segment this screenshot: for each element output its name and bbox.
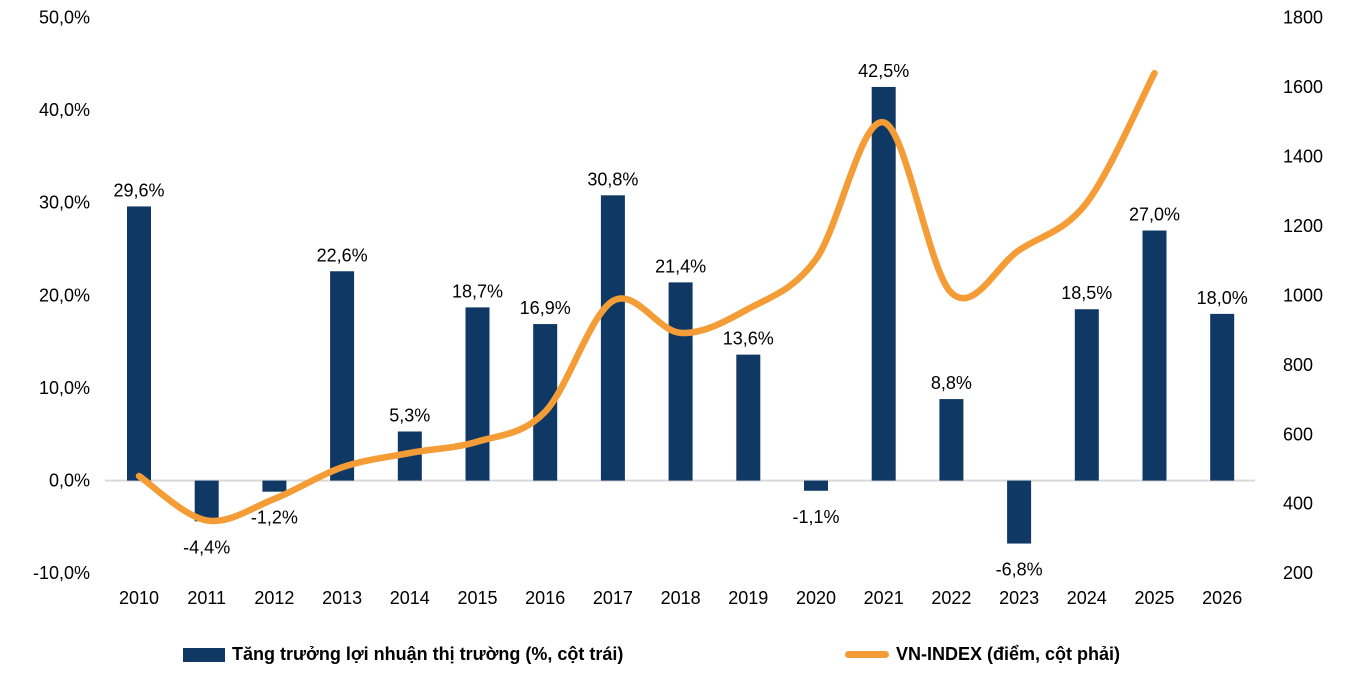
bar	[668, 282, 693, 481]
right-axis-tick: 800	[1283, 355, 1313, 375]
right-axis-tick: 200	[1283, 563, 1313, 583]
right-axis-tick: 400	[1283, 494, 1313, 514]
year-label: 2010	[119, 588, 159, 608]
year-label: 2012	[254, 588, 294, 608]
year-label: 2017	[593, 588, 633, 608]
bar-value-label: 18,0%	[1197, 288, 1248, 308]
right-axis-tick: 1600	[1283, 77, 1323, 97]
legend-label-profit-growth: Tăng trưởng lợi nhuận thị trường (%, cột…	[232, 644, 624, 664]
left-axis-tick: -10,0%	[33, 563, 90, 583]
year-label: 2026	[1202, 588, 1242, 608]
left-axis-tick: 30,0%	[39, 193, 90, 213]
legend-item-vnindex: VN-INDEX (điểm, cột phải)	[845, 644, 1120, 665]
left-axis-tick: 10,0%	[39, 378, 90, 398]
year-label: 2019	[728, 588, 768, 608]
bar-value-label: 13,6%	[723, 329, 774, 349]
bar-value-label: 27,0%	[1129, 205, 1180, 225]
year-label: 2013	[322, 588, 362, 608]
bar-series-swatch	[183, 647, 225, 662]
bar-value-label: -1,2%	[251, 508, 298, 528]
year-label: 2018	[661, 588, 701, 608]
bar	[939, 399, 964, 481]
bar	[262, 480, 287, 492]
bar-value-label: 30,8%	[587, 169, 638, 189]
bar	[1074, 309, 1099, 481]
vnindex-line	[135, 69, 1158, 525]
right-axis-tick: 1800	[1283, 8, 1323, 28]
bar-value-label: 16,9%	[520, 298, 571, 318]
year-label: 2021	[864, 588, 904, 608]
left-axis-tick: 50,0%	[39, 8, 90, 28]
left-axis-tick: 20,0%	[39, 285, 90, 305]
left-axis-tick: 40,0%	[39, 100, 90, 120]
bar	[871, 86, 896, 481]
bar	[330, 271, 355, 481]
bar-value-label: 21,4%	[655, 256, 706, 276]
year-label: 2023	[999, 588, 1039, 608]
year-label: 2025	[1134, 588, 1174, 608]
bar-value-label: 22,6%	[317, 245, 368, 265]
right-axis-tick: 1200	[1283, 216, 1323, 236]
bar	[1142, 230, 1167, 481]
year-label: 2024	[1067, 588, 1107, 608]
bar-value-label: 18,5%	[1061, 283, 1112, 303]
legend-label-vnindex: VN-INDEX (điểm, cột phải)	[896, 644, 1121, 664]
right-axis-tick: 1000	[1283, 285, 1323, 305]
bar	[194, 480, 219, 522]
right-axis-tick: 600	[1283, 424, 1313, 444]
bar-value-label: 29,6%	[113, 180, 164, 200]
bar	[465, 307, 490, 481]
bar	[600, 195, 625, 481]
year-label: 2011	[187, 588, 226, 608]
legend-item-profit-growth: Tăng trưởng lợi nhuận thị trường (%, cột…	[183, 644, 623, 665]
bar	[804, 480, 828, 491]
bar-value-label: 5,3%	[389, 405, 430, 425]
bar	[1210, 313, 1235, 481]
bar	[736, 354, 761, 481]
year-label: 2014	[390, 588, 430, 608]
bar-value-label: 42,5%	[858, 61, 909, 81]
bar-value-label: -4,4%	[183, 537, 230, 557]
bar-value-label: 18,7%	[452, 281, 503, 301]
year-label: 2020	[796, 588, 836, 608]
bar-value-label: -1,1%	[792, 507, 839, 527]
year-label: 2016	[525, 588, 565, 608]
line-series-swatch	[845, 651, 889, 658]
right-axis-tick: 1400	[1283, 146, 1323, 166]
bar	[127, 206, 151, 481]
left-axis-tick: 0,0%	[49, 471, 90, 491]
bar-value-label: 8,8%	[931, 373, 972, 393]
year-label: 2015	[457, 588, 497, 608]
bar	[1007, 480, 1032, 544]
bar-value-label: -6,8%	[996, 560, 1043, 580]
year-label: 2022	[931, 588, 971, 608]
